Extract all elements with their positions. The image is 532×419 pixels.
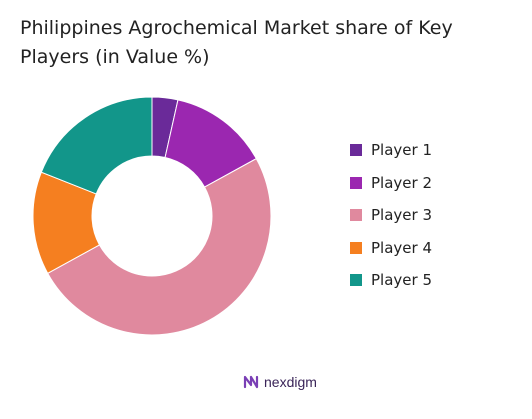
brand-name: nexdigm (264, 374, 317, 390)
legend-label: Player 5 (371, 271, 432, 289)
legend-swatch (350, 177, 362, 189)
legend-item-player-4: Player 4 (350, 238, 432, 258)
legend-swatch (350, 274, 362, 286)
legend-label: Player 3 (371, 206, 432, 224)
legend-swatch (350, 242, 362, 254)
legend-swatch (350, 209, 362, 221)
legend-item-player-2: Player 2 (350, 173, 432, 193)
donut-slices (32, 96, 272, 336)
legend-item-player-1: Player 1 (350, 140, 432, 160)
legend-item-player-5: Player 5 (350, 270, 432, 290)
chart-title: Philippines Agrochemical Market share of… (20, 17, 453, 68)
legend-swatch (350, 144, 362, 156)
legend-label: Player 1 (371, 141, 432, 159)
brand-logo: nexdigm (242, 371, 317, 393)
legend-label: Player 4 (371, 239, 432, 257)
legend-item-player-3: Player 3 (350, 205, 432, 225)
nexdigm-logo-icon (243, 375, 259, 389)
donut-slice-player-3 (47, 157, 272, 336)
donut-slice-player-5 (40, 96, 153, 195)
legend-label: Player 2 (371, 174, 432, 192)
